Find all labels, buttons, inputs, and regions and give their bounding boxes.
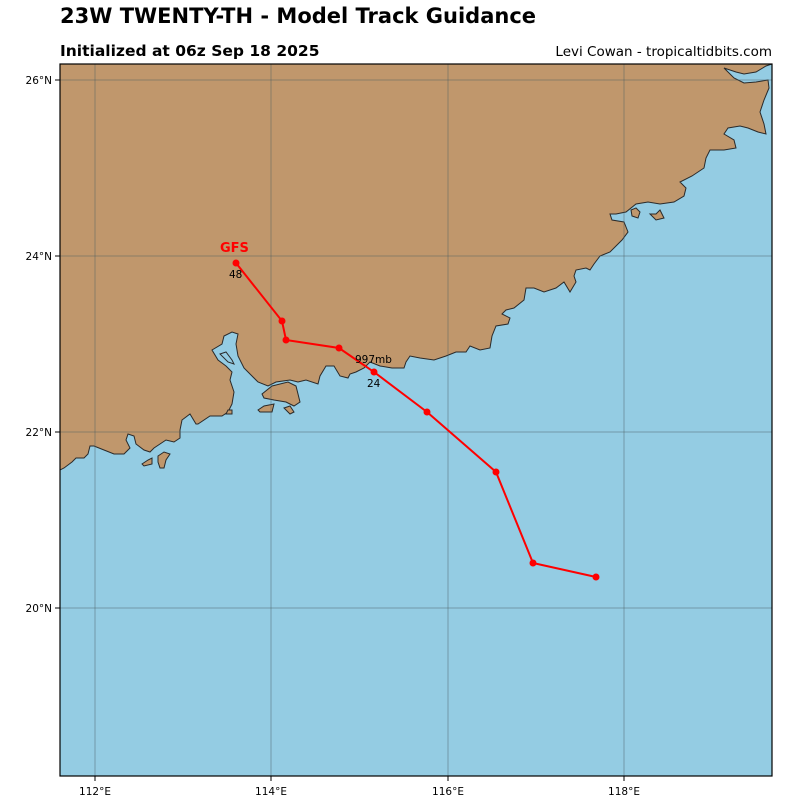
gfs-track[interactable]: [232, 259, 600, 581]
lat-tick-20: 20°N: [26, 603, 52, 615]
track-point[interactable]: [529, 559, 537, 567]
lon-tick-114: 114°E: [255, 786, 287, 798]
track-point[interactable]: [282, 336, 290, 344]
track-point[interactable]: [592, 573, 600, 581]
lon-tick-118: 118°E: [608, 786, 640, 798]
track-point[interactable]: [335, 344, 343, 352]
land-lantau-island: [261, 381, 301, 407]
track-point[interactable]: [492, 468, 500, 476]
land-mainland: [60, 64, 772, 471]
hour-48-label: 48: [229, 269, 242, 281]
land-island-small-2: [283, 405, 295, 415]
lat-tick-24: 24°N: [26, 251, 52, 263]
land-island-small-3: [219, 351, 235, 365]
init-time-subtitle: Initialized at 06z Sep 18 2025: [60, 42, 320, 60]
model-label-gfs: GFS: [220, 241, 249, 256]
land-island-small-4: [225, 409, 233, 415]
chart-title: 23W TWENTY-TH - Model Track Guidance: [60, 4, 537, 28]
gridlines: [60, 64, 772, 776]
lon-tick-116: 116°E: [432, 786, 464, 798]
track-point-hour-48[interactable]: [232, 259, 240, 267]
track-point[interactable]: [278, 317, 286, 325]
land-island-small-1: [257, 403, 275, 413]
track-point-hour-24[interactable]: [370, 368, 378, 376]
track-point[interactable]: [423, 408, 431, 416]
land-island-east-2: [648, 209, 665, 221]
hour-24-label: 24: [367, 378, 381, 390]
lat-tick-22: 22°N: [26, 427, 52, 439]
land-island-west-2: [157, 451, 171, 469]
land-island-east-1: [630, 207, 641, 219]
lat-tick-26: 26°N: [26, 75, 52, 87]
axis-ticks: [55, 79, 625, 781]
lon-tick-112: 112°E: [79, 786, 111, 798]
credit-text: Levi Cowan - tropicaltidbits.com: [555, 44, 772, 60]
min-pressure-label: 997mb: [355, 354, 392, 366]
land-island-west-1: [141, 457, 153, 467]
plot-frame: [59, 63, 773, 777]
